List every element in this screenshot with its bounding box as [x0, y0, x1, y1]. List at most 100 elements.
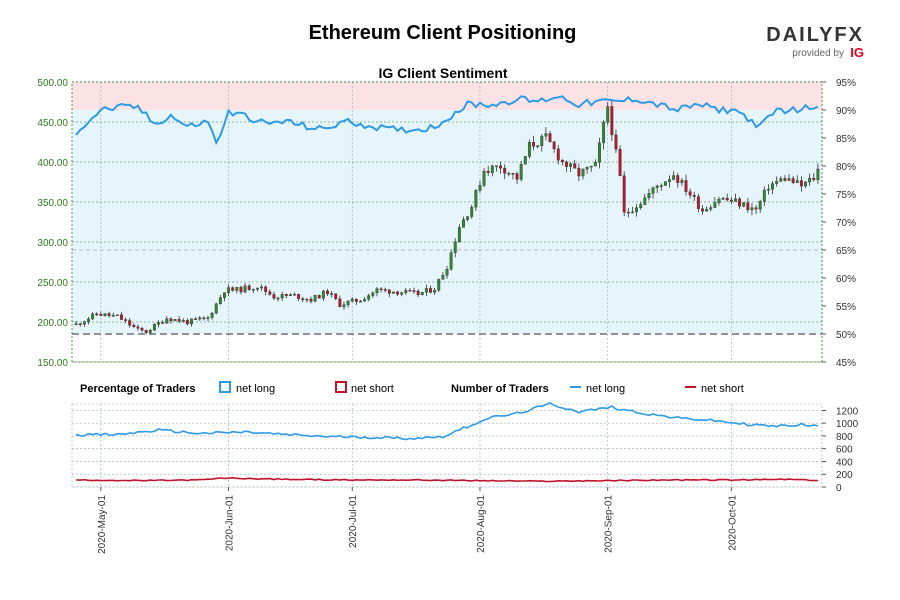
- price-candle: [738, 197, 742, 210]
- candle-body: [136, 326, 140, 329]
- price-tick-label: 300.00: [37, 238, 68, 249]
- candle-body: [610, 106, 614, 136]
- candle-body: [202, 317, 206, 320]
- percent-tick-label: 75%: [836, 190, 856, 201]
- candle-body: [734, 198, 737, 202]
- percent-tick-label: 50%: [836, 330, 856, 341]
- legend-pct-long-swatch: [219, 381, 231, 393]
- price-candle: [622, 171, 626, 217]
- candle-body: [581, 168, 585, 177]
- price-candle: [91, 312, 95, 320]
- price-candle: [280, 291, 284, 302]
- candle-body: [284, 294, 288, 296]
- candle-body: [771, 183, 774, 190]
- candle-body: [239, 287, 243, 293]
- candle-body: [144, 329, 148, 333]
- price-candle: [223, 292, 226, 302]
- candle-body: [466, 216, 470, 220]
- candle-body: [359, 300, 362, 303]
- price-candle: [552, 141, 556, 153]
- candle-body: [573, 163, 577, 169]
- price-candle: [598, 137, 601, 169]
- price-candle: [499, 161, 503, 174]
- date-tick-label: 2020-Jul-01: [348, 495, 359, 548]
- candle-body: [185, 320, 189, 325]
- price-tick-label: 500.00: [37, 78, 68, 89]
- candle-body: [643, 197, 647, 205]
- price-candle: [251, 288, 255, 294]
- candle-body: [527, 142, 531, 157]
- price-candle: [717, 196, 721, 206]
- candle-body: [396, 291, 399, 295]
- candle-body: [651, 187, 655, 194]
- price-candle: [305, 298, 309, 303]
- candle-body: [762, 189, 766, 202]
- price-candle: [313, 294, 317, 303]
- candle-body: [490, 165, 494, 173]
- candle-body: [598, 142, 601, 163]
- candle-body: [387, 289, 391, 294]
- price-candle: [379, 287, 383, 293]
- price-candle: [363, 297, 367, 302]
- candle-body: [223, 292, 226, 298]
- candle-body: [602, 121, 606, 144]
- price-candle: [626, 207, 630, 218]
- price-candle: [779, 176, 783, 183]
- candle-body: [742, 202, 746, 207]
- price-candle: [416, 289, 420, 298]
- candle-body: [470, 206, 474, 217]
- candle-body: [214, 303, 218, 314]
- candle-body: [400, 292, 404, 295]
- net-long-percent-series: [75, 95, 819, 146]
- price-candle: [478, 180, 482, 194]
- price-candle: [593, 159, 597, 167]
- price-candle: [519, 161, 523, 182]
- candle-body: [280, 294, 284, 299]
- legend-num-long-label: net long: [586, 383, 625, 395]
- percent-tick-label: 90%: [836, 106, 856, 117]
- candle-body: [519, 164, 523, 180]
- candle-body: [495, 165, 498, 167]
- price-candle: [746, 198, 750, 213]
- price-candle: [288, 293, 292, 297]
- legend-pct-short-label: net short: [351, 383, 394, 395]
- candle-body: [111, 314, 115, 317]
- candle-body: [511, 173, 515, 175]
- price-candle: [321, 290, 325, 301]
- price-tick-label: 400.00: [37, 158, 68, 169]
- price-candle: [371, 291, 375, 298]
- price-candle: [729, 196, 733, 205]
- candle-body: [441, 274, 445, 280]
- dailyfx-logo-text: DAILYFX: [766, 24, 864, 46]
- price-candle: [668, 175, 671, 188]
- candle-body: [635, 207, 639, 213]
- candle-body: [783, 178, 787, 181]
- price-candle: [309, 296, 313, 304]
- candle-body: [799, 180, 803, 187]
- price-candle: [804, 181, 807, 189]
- price-candle: [490, 164, 494, 177]
- candle-body: [725, 197, 729, 201]
- price-candle: [161, 320, 165, 324]
- price-candle: [185, 318, 189, 326]
- candle-body: [210, 312, 214, 318]
- price-candle: [511, 173, 515, 180]
- price-candle: [581, 168, 585, 180]
- price-tick-label: 150.00: [37, 358, 68, 369]
- price-candle: [206, 315, 210, 322]
- candle-body: [804, 181, 807, 187]
- price-candle: [375, 286, 379, 297]
- candle-body: [161, 322, 165, 324]
- price-candle: [701, 205, 704, 215]
- candle-body: [766, 188, 770, 191]
- candle-body: [342, 304, 346, 307]
- date-tick-label: 2020-Sep-01: [604, 495, 615, 553]
- sentiment-zones: [72, 82, 822, 334]
- price-candle: [573, 159, 577, 169]
- price-candle: [255, 287, 259, 292]
- candle-body: [622, 175, 626, 213]
- traders-plot-frame: [71, 403, 823, 488]
- candle-body: [692, 195, 696, 197]
- price-candle: [734, 193, 737, 202]
- candle-body: [659, 185, 663, 187]
